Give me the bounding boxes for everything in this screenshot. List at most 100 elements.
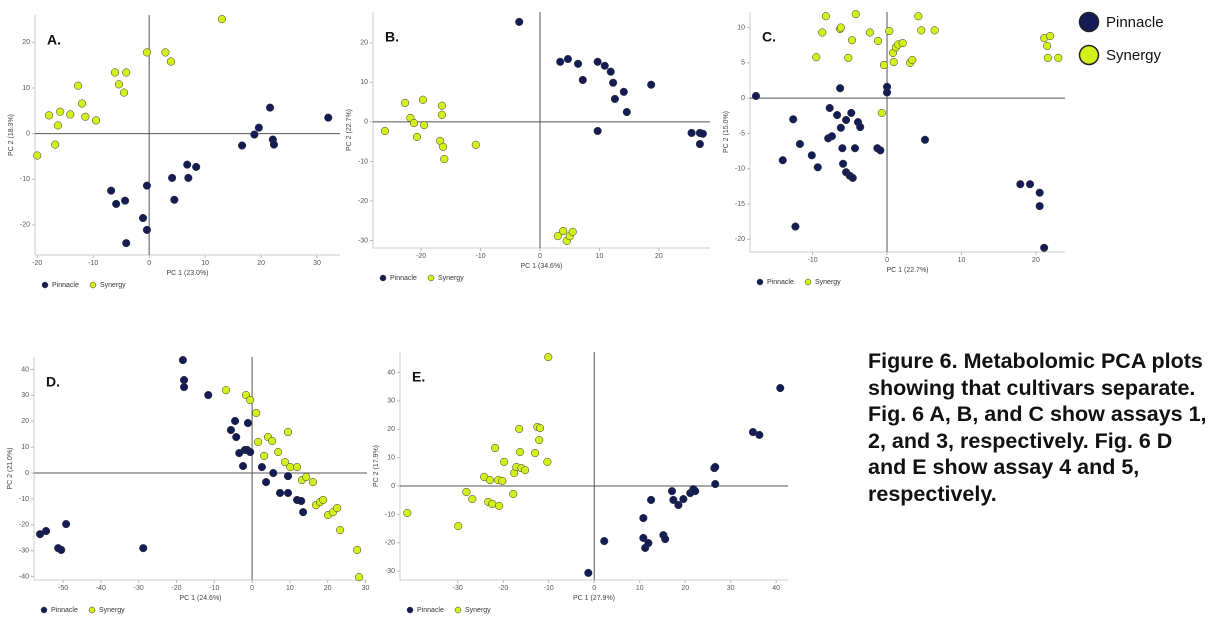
data-point: [122, 239, 131, 248]
data-point: [336, 525, 345, 535]
data-point: [917, 26, 926, 35]
data-point: [584, 568, 593, 577]
data-point: [324, 113, 333, 122]
data-point: [439, 142, 448, 151]
data-point: [600, 61, 609, 70]
x-tick-label: -10: [544, 585, 554, 592]
x-axis-label: PC 1 (22.7%): [886, 267, 928, 274]
data-point: [679, 495, 688, 504]
x-tick-label: -50: [58, 585, 68, 592]
legend-marker: [40, 606, 48, 614]
y-tick-label: -30: [385, 568, 395, 575]
legend-marker: [756, 278, 764, 286]
data-point: [122, 68, 131, 77]
data-point: [254, 123, 263, 132]
data-point: [847, 108, 856, 117]
data-point: [276, 488, 285, 498]
data-point: [286, 463, 295, 472]
x-tick-label: -10: [476, 253, 486, 260]
y-tick-label: 10: [387, 454, 395, 461]
legend-label: Pinnacle: [1106, 14, 1164, 31]
data-point: [825, 103, 834, 113]
data-point: [462, 487, 471, 497]
data-point: [1040, 243, 1049, 252]
legend-marker: [427, 274, 435, 282]
data-point: [836, 23, 845, 32]
data-point: [42, 526, 51, 536]
data-point: [544, 353, 553, 362]
data-point: [622, 107, 631, 117]
legend-marker: [1078, 44, 1100, 66]
data-point: [807, 151, 816, 160]
legend-label: Pinnacle: [52, 282, 79, 289]
x-tick-label: 20: [257, 260, 265, 267]
legend-label: Synergy: [1106, 47, 1162, 64]
x-tick-label: 0: [147, 260, 151, 267]
data-point: [516, 447, 525, 456]
data-point: [751, 91, 761, 101]
data-point: [639, 514, 648, 523]
data-point: [515, 424, 524, 433]
legend-marker: [406, 606, 414, 614]
data-point: [644, 539, 653, 548]
data-point: [498, 476, 507, 485]
panel-label: A.: [47, 32, 61, 48]
x-tick-label: -40: [96, 585, 106, 592]
data-point: [856, 123, 865, 132]
data-point: [606, 67, 615, 76]
data-point: [139, 544, 148, 553]
x-tick-label: 10: [286, 585, 294, 592]
legend-marker: [1078, 11, 1100, 33]
data-point: [847, 36, 857, 45]
y-tick-label: 20: [387, 426, 395, 433]
x-tick-label: 40: [772, 585, 780, 592]
data-point: [647, 80, 656, 89]
data-point: [865, 28, 874, 37]
data-point: [283, 428, 293, 437]
x-tick-label: -30: [134, 585, 144, 592]
x-tick-label: -10: [209, 585, 219, 592]
data-point: [1054, 53, 1063, 62]
data-point: [1035, 202, 1044, 211]
data-point: [243, 418, 252, 428]
data-point: [308, 478, 317, 487]
data-point: [1016, 180, 1025, 189]
data-point: [559, 226, 568, 236]
data-point: [268, 436, 277, 445]
data-point: [839, 159, 848, 168]
legend-label: Pinnacle: [417, 607, 444, 614]
data-point: [412, 132, 422, 141]
y-tick-label: -40: [19, 573, 29, 580]
data-point: [161, 48, 170, 57]
x-tick-label: -20: [171, 585, 181, 592]
data-point: [333, 503, 342, 513]
data-point: [293, 463, 302, 472]
data-point: [593, 126, 602, 136]
data-point: [217, 15, 226, 24]
x-tick-label: 0: [538, 253, 542, 260]
data-point: [488, 499, 497, 508]
x-tick-label: 20: [1032, 257, 1040, 264]
data-point: [609, 78, 618, 87]
data-point: [81, 112, 90, 121]
data-point: [647, 495, 656, 504]
data-point: [178, 356, 187, 365]
x-tick-label: 20: [324, 585, 332, 592]
data-point: [471, 140, 480, 149]
data-point: [280, 458, 290, 467]
data-point: [593, 57, 602, 66]
data-point: [168, 173, 177, 182]
x-tick-label: -20: [416, 253, 426, 260]
y-tick-label: -20: [385, 540, 395, 547]
x-tick-label: 30: [362, 585, 370, 592]
x-tick-label: 30: [313, 260, 321, 267]
data-point: [920, 135, 930, 144]
data-point: [543, 457, 552, 466]
y-tick-label: 20: [22, 39, 30, 46]
data-point: [274, 448, 283, 457]
data-point: [556, 57, 565, 66]
data-point: [879, 60, 889, 69]
data-point: [836, 84, 845, 93]
data-point: [842, 115, 851, 125]
